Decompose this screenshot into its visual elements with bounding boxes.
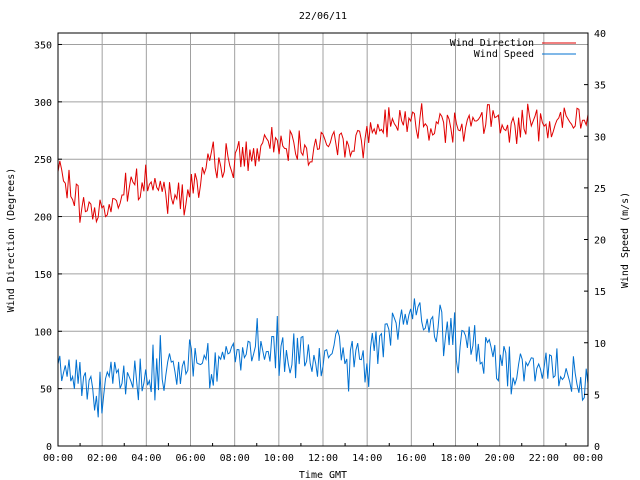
legend-label-speed: Wind Speed bbox=[474, 49, 534, 60]
x-tick-label: 14:00 bbox=[352, 453, 382, 464]
x-tick-label: 16:00 bbox=[396, 453, 426, 464]
y-axis-left-label: Wind Direction (Degrees) bbox=[6, 168, 17, 313]
legend: Wind Direction Wind Speed bbox=[450, 38, 576, 60]
y-right-tick-label: 10 bbox=[594, 339, 606, 350]
axis-ticks: 00:00 02:00 04:00 06:00 08:00 10:00 12:00 14:00… bbox=[34, 29, 606, 464]
wind-direction-line bbox=[57, 103, 589, 224]
series-lines bbox=[57, 103, 589, 418]
y-right-tick-label: 15 bbox=[594, 287, 606, 298]
x-tick-label: 04:00 bbox=[131, 453, 161, 464]
y-left-tick-label: 50 bbox=[40, 385, 52, 396]
x-tick-label: 06:00 bbox=[175, 453, 205, 464]
y-axis-right-label: Wind Speed (m/s) bbox=[620, 192, 631, 288]
x-tick-label: 22:00 bbox=[529, 453, 559, 464]
y-right-tick-label: 35 bbox=[594, 81, 606, 92]
x-tick-label: 12:00 bbox=[308, 453, 338, 464]
y-right-tick-label: 20 bbox=[594, 236, 606, 247]
y-left-tick-label: 300 bbox=[34, 98, 52, 109]
y-left-tick-label: 0 bbox=[46, 442, 52, 453]
x-tick-label: 08:00 bbox=[220, 453, 250, 464]
grid-lines bbox=[58, 33, 588, 446]
y-right-tick-label: 30 bbox=[594, 132, 606, 143]
y-left-tick-label: 100 bbox=[34, 327, 52, 338]
y-right-tick-label: 5 bbox=[594, 390, 600, 401]
chart-title: 22/06/11 bbox=[299, 11, 347, 22]
x-axis-label: Time GMT bbox=[299, 470, 347, 480]
wind-speed-line bbox=[57, 298, 589, 418]
x-tick-label: 00:00 bbox=[43, 453, 73, 464]
legend-label-direction: Wind Direction bbox=[450, 38, 534, 49]
y-left-tick-label: 200 bbox=[34, 213, 52, 224]
y-right-tick-label: 0 bbox=[594, 442, 600, 453]
y-right-tick-label: 25 bbox=[594, 184, 606, 195]
x-tick-label: 10:00 bbox=[264, 453, 294, 464]
x-tick-label: 20:00 bbox=[485, 453, 515, 464]
y-right-tick-label: 40 bbox=[594, 29, 606, 40]
y-left-tick-label: 250 bbox=[34, 155, 52, 166]
y-left-tick-label: 150 bbox=[34, 270, 52, 281]
x-tick-label: 18:00 bbox=[440, 453, 470, 464]
x-tick-label: 00:00 bbox=[573, 453, 603, 464]
x-tick-label: 02:00 bbox=[87, 453, 117, 464]
y-left-tick-label: 350 bbox=[34, 40, 52, 51]
